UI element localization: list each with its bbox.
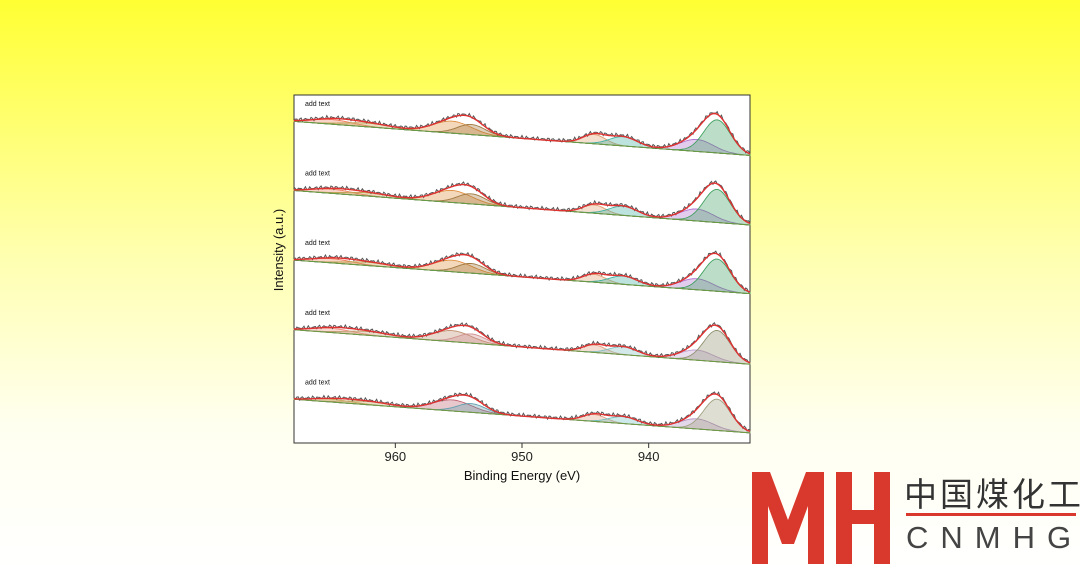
panel-3: add text — [293, 240, 751, 295]
logo-h-shape — [836, 472, 890, 564]
logo-english-text: CNMHG — [906, 520, 1080, 555]
panel-1: add text — [293, 101, 751, 156]
x-tick-label-950: 950 — [511, 449, 533, 464]
logo-chinese-text: 中国煤化工 — [904, 475, 1080, 514]
logo-divider — [906, 513, 1076, 516]
fit-envelope-line — [294, 112, 751, 155]
y-axis-label: Intensity (a.u.) — [271, 209, 286, 291]
x-axis-ticks: 960 950 940 — [384, 443, 660, 464]
brand-logo: 中国煤化工 CNMHG — [750, 466, 1080, 569]
panel-label-1: add text — [305, 101, 330, 108]
spectra-panels: add text add text add text add text add text — [293, 101, 751, 434]
panel-label-5: add text — [305, 379, 330, 386]
panel-5: add text — [293, 379, 751, 434]
logo-mark-icon — [752, 472, 890, 564]
panel-2: add text — [293, 171, 751, 226]
fit-envelope-line — [294, 182, 751, 225]
fit-envelope-line — [294, 252, 751, 293]
logo-m-shape — [752, 472, 824, 564]
panel-label-3: add text — [305, 240, 330, 247]
fit-envelope-line — [294, 324, 751, 364]
raw-spectrum-line — [293, 110, 751, 155]
panel-label-2: add text — [305, 171, 330, 178]
x-tick-label-940: 940 — [638, 449, 660, 464]
x-axis-label: Binding Energy (eV) — [464, 468, 580, 483]
panel-label-4: add text — [305, 310, 330, 317]
x-tick-label-960: 960 — [384, 449, 406, 464]
panel-4: add text — [293, 310, 751, 365]
plot-area — [293, 94, 751, 444]
fit-envelope-line — [294, 393, 751, 433]
